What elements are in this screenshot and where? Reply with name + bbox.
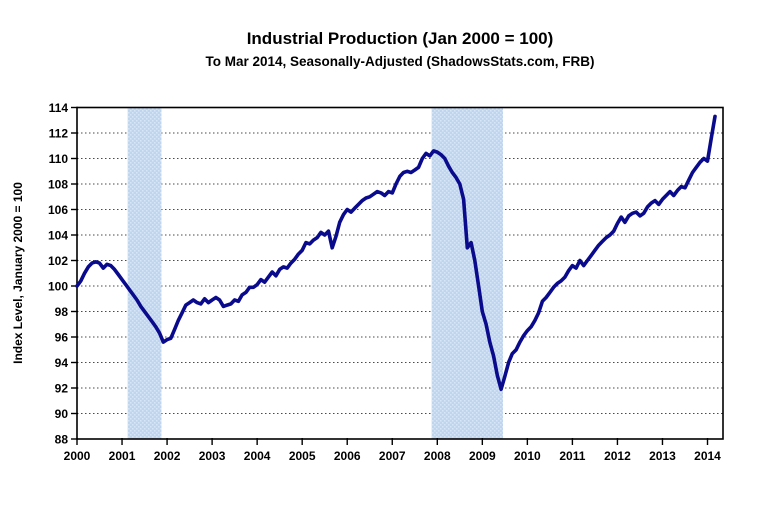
industrial-production-series	[75, 114, 717, 392]
industrial-production-line	[75, 114, 717, 392]
y-tick-label-102: 102	[48, 254, 68, 268]
chart-title: Industrial Production (Jan 2000 = 100)	[247, 29, 554, 48]
x-tick-label-2010: 2010	[514, 449, 541, 463]
recession-bands	[127, 107, 503, 439]
x-tick-label-2012: 2012	[604, 449, 631, 463]
y-tick-label-88: 88	[55, 433, 69, 447]
y-tick-label-104: 104	[48, 229, 68, 243]
y-axis-title: Index Level, January 2000 = 100	[11, 182, 25, 364]
axis-ticks	[71, 106, 709, 445]
x-axis-labels: 2000 2001 2002 2003 2004 2005 2006 2007 2008 2009…	[64, 449, 722, 463]
x-tick-label-2014: 2014	[694, 449, 721, 463]
y-tick-label-112: 112	[49, 127, 69, 141]
y-tick-label-98: 98	[55, 305, 69, 319]
x-tick-label-2000: 2000	[64, 449, 91, 463]
recession-band-2	[431, 107, 503, 439]
y-tick-label-114: 114	[49, 101, 69, 115]
y-tick-label-92: 92	[55, 382, 69, 396]
x-tick-label-2003: 2003	[199, 449, 226, 463]
recession-band-1	[127, 107, 162, 439]
y-tick-label-100: 100	[48, 280, 68, 294]
y-tick-label-110: 110	[49, 152, 69, 166]
y-tick-label-94: 94	[55, 356, 69, 370]
x-tick-label-2002: 2002	[154, 449, 181, 463]
x-tick-label-2013: 2013	[649, 449, 676, 463]
y-tick-label-106: 106	[48, 203, 68, 217]
plot-area-border	[76, 106, 724, 440]
y-tick-label-108: 108	[48, 178, 68, 192]
x-tick-label-2008: 2008	[424, 449, 451, 463]
y-axis-labels: 88 90 92 94 96 98 100 102 104 106 108 110 112 114	[48, 101, 68, 447]
x-tick-label-2007: 2007	[379, 449, 406, 463]
x-tick-label-2011: 2011	[559, 449, 585, 463]
x-tick-label-2004: 2004	[244, 449, 271, 463]
x-tick-label-2005: 2005	[289, 449, 316, 463]
x-tick-label-2001: 2001	[109, 449, 136, 463]
chart-subtitle: To Mar 2014, Seasonally-Adjusted (Shadow…	[205, 54, 594, 69]
y-tick-label-96: 96	[55, 331, 69, 345]
x-tick-label-2006: 2006	[334, 449, 361, 463]
y-tick-label-90: 90	[55, 407, 69, 421]
x-tick-label-2009: 2009	[469, 449, 496, 463]
plot-border	[76, 106, 724, 440]
